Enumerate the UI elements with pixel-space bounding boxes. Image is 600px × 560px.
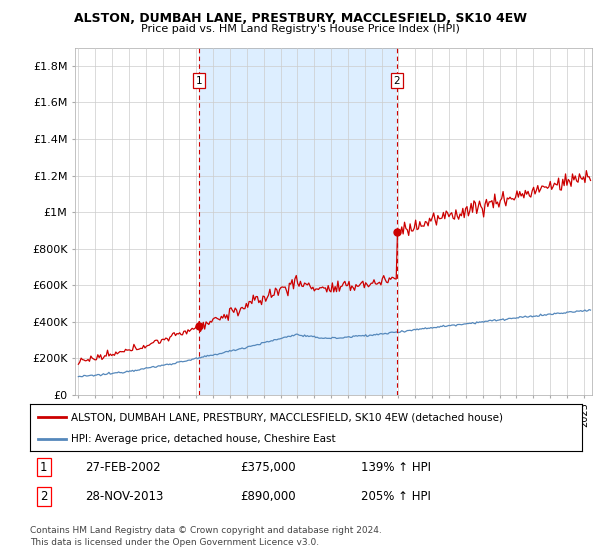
Text: 1: 1	[40, 460, 47, 474]
Text: 1: 1	[196, 76, 202, 86]
Text: 28-NOV-2013: 28-NOV-2013	[85, 489, 164, 503]
Text: 139% ↑ HPI: 139% ↑ HPI	[361, 460, 431, 474]
Text: 205% ↑ HPI: 205% ↑ HPI	[361, 489, 431, 503]
Bar	[199, 48, 397, 395]
Text: HPI: Average price, detached house, Cheshire East: HPI: Average price, detached house, Ches…	[71, 434, 336, 444]
Text: This data is licensed under the Open Government Licence v3.0.: This data is licensed under the Open Gov…	[30, 538, 319, 547]
Text: ALSTON, DUMBAH LANE, PRESTBURY, MACCLESFIELD, SK10 4EW: ALSTON, DUMBAH LANE, PRESTBURY, MACCLESF…	[74, 12, 527, 25]
Text: Price paid vs. HM Land Registry's House Price Index (HPI): Price paid vs. HM Land Registry's House …	[140, 24, 460, 34]
Text: 27-FEB-2002: 27-FEB-2002	[85, 460, 161, 474]
Text: £375,000: £375,000	[240, 460, 295, 474]
Text: 2: 2	[40, 489, 47, 503]
Text: £890,000: £890,000	[240, 489, 295, 503]
Text: Contains HM Land Registry data © Crown copyright and database right 2024.: Contains HM Land Registry data © Crown c…	[30, 526, 382, 535]
Text: 2: 2	[394, 76, 400, 86]
Text: ALSTON, DUMBAH LANE, PRESTBURY, MACCLESFIELD, SK10 4EW (detached house): ALSTON, DUMBAH LANE, PRESTBURY, MACCLESF…	[71, 412, 503, 422]
